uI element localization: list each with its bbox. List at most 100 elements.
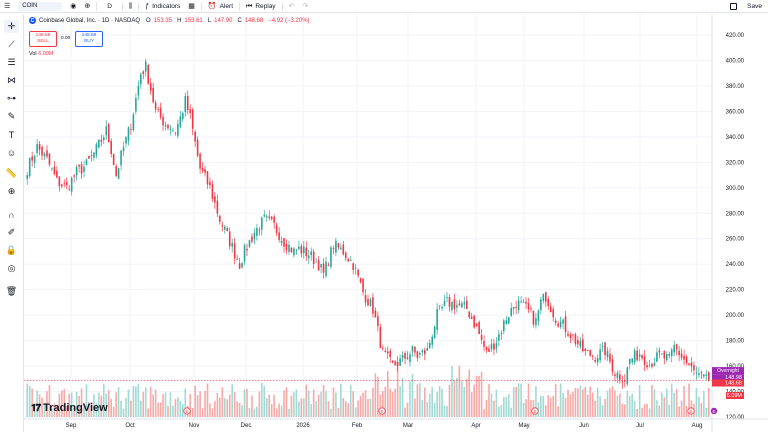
candle-body	[367, 298, 369, 306]
replay-button[interactable]: ⏮ Replay	[242, 0, 280, 13]
prediction-tool[interactable]: ⊶	[4, 92, 19, 105]
volume-bar	[258, 391, 261, 417]
candle-body	[483, 341, 485, 347]
price-tick: 280.00	[726, 211, 745, 217]
ruler-tool[interactable]: 📏	[4, 167, 19, 180]
volume-bar	[357, 400, 359, 417]
menu-button[interactable]: ☰	[0, 0, 14, 13]
volume-bar	[85, 384, 88, 417]
smiley-icon: ☺	[6, 147, 17, 158]
templates-button[interactable]: ▦	[184, 0, 199, 13]
candle-body	[70, 177, 73, 192]
time-axis[interactable]: Sep Oct Nov Dec 2026 Feb Mar Apr May Jun Jul Aug	[24, 418, 768, 429]
volume-bar	[273, 394, 275, 417]
candle-body	[261, 217, 263, 230]
candle-body	[693, 365, 695, 371]
price-axis[interactable]: 420.00 400.00 380.00 360.00 340.00 320.00 300.…	[711, 14, 745, 432]
undo-button[interactable]: ↶	[285, 0, 299, 13]
compare-button[interactable]: ◉	[66, 0, 80, 13]
candle-body	[535, 318, 537, 326]
candle-body	[624, 380, 626, 382]
candle-body	[310, 251, 313, 256]
emoji-tool[interactable]: ☺	[4, 146, 19, 159]
volume-bar	[28, 386, 31, 417]
volume-bar	[48, 385, 51, 417]
text-tool[interactable]: T	[4, 128, 19, 141]
candle-body	[122, 147, 125, 152]
save-button[interactable]: Save	[747, 3, 762, 10]
zoom-tool[interactable]: ⊕	[4, 185, 19, 198]
trend-line-tool[interactable]: ⟋	[4, 38, 19, 51]
candle-body	[48, 153, 51, 165]
candle-body	[290, 247, 293, 253]
indicators-button[interactable]: ƒ Indicators	[141, 0, 184, 13]
candle-body	[406, 357, 409, 359]
volume-bar	[544, 405, 547, 417]
brush-tool[interactable]: ✎	[4, 110, 19, 123]
volume-bar	[293, 391, 295, 417]
chart-type-button[interactable]: ⫼	[125, 0, 136, 13]
symbol-search[interactable]: COIN	[18, 1, 63, 11]
volume-bar	[53, 403, 56, 417]
volume-bar	[63, 388, 66, 417]
volume-bar	[256, 406, 258, 417]
candle-body	[337, 243, 340, 248]
remove-tool[interactable]: 🗑	[4, 285, 19, 298]
sell-button[interactable]: 148.68 SELL	[29, 31, 57, 47]
volume-bar	[290, 395, 293, 417]
coinbase-logo-icon: C	[29, 17, 36, 24]
tradingview-logo[interactable]: 𝟏𝟕 TradingView	[31, 402, 108, 414]
volume-bar	[700, 403, 703, 417]
volume-bar	[658, 405, 661, 417]
candle-body	[312, 251, 315, 264]
volume-bar	[517, 383, 520, 417]
volume-bars	[26, 363, 710, 417]
candle-body	[302, 246, 305, 254]
volume-bar	[421, 399, 424, 417]
candle-body	[448, 297, 451, 307]
candle-body	[75, 167, 78, 176]
alert-button[interactable]: ⏰ Alert	[204, 0, 237, 13]
candle-body	[396, 361, 399, 367]
open-value: 153.35	[153, 17, 173, 24]
candle-body	[285, 243, 288, 251]
volume-bar	[214, 400, 216, 417]
candle-body	[562, 319, 564, 324]
candle-body	[653, 363, 656, 367]
price-chart[interactable]: 420.00 400.00 380.00 360.00 340.00 320.00 300.…	[24, 14, 768, 432]
interval-button[interactable]: D	[99, 0, 120, 13]
separator	[281, 1, 283, 11]
candle-body	[651, 363, 653, 367]
add-symbol-button[interactable]: ⊕	[80, 0, 94, 13]
volume-bar	[594, 400, 596, 417]
candle-body	[505, 320, 508, 325]
stay-drawing-tool[interactable]: ✐	[4, 226, 19, 239]
lock-tool[interactable]: 🔒	[4, 244, 19, 257]
volume-bar	[51, 408, 53, 417]
magnet-tool[interactable]: ∩	[4, 208, 19, 221]
fib-tool[interactable]: ☰	[4, 56, 19, 69]
layout-checkbox[interactable]	[730, 3, 738, 10]
candle-body	[342, 244, 345, 255]
redo-button[interactable]: ↷	[298, 0, 312, 13]
candle-body	[219, 215, 221, 222]
volume-bar	[231, 384, 233, 417]
candle-body	[65, 182, 68, 186]
candle-body	[41, 146, 43, 156]
candle-body	[614, 374, 616, 377]
volume-bar	[189, 393, 192, 417]
buy-button[interactable]: 148.68 BUY	[75, 31, 103, 47]
candle-body	[517, 300, 520, 311]
pattern-tool[interactable]: ⋈	[4, 74, 19, 87]
symbol-title[interactable]: Coinbase Global, Inc. · 1D · NASDAQ	[39, 17, 141, 24]
volume-bar	[468, 369, 471, 417]
undo-icon: ↶	[288, 2, 295, 10]
earnings-marker	[687, 407, 695, 415]
volume-bar	[278, 403, 280, 417]
crosshair-tool[interactable]: ✛	[4, 20, 19, 33]
candle-body	[186, 96, 189, 111]
volume-bar	[507, 394, 510, 417]
candle-body	[488, 348, 490, 352]
hide-tool[interactable]: ◎	[4, 262, 19, 275]
time-label: Feb	[352, 423, 363, 429]
